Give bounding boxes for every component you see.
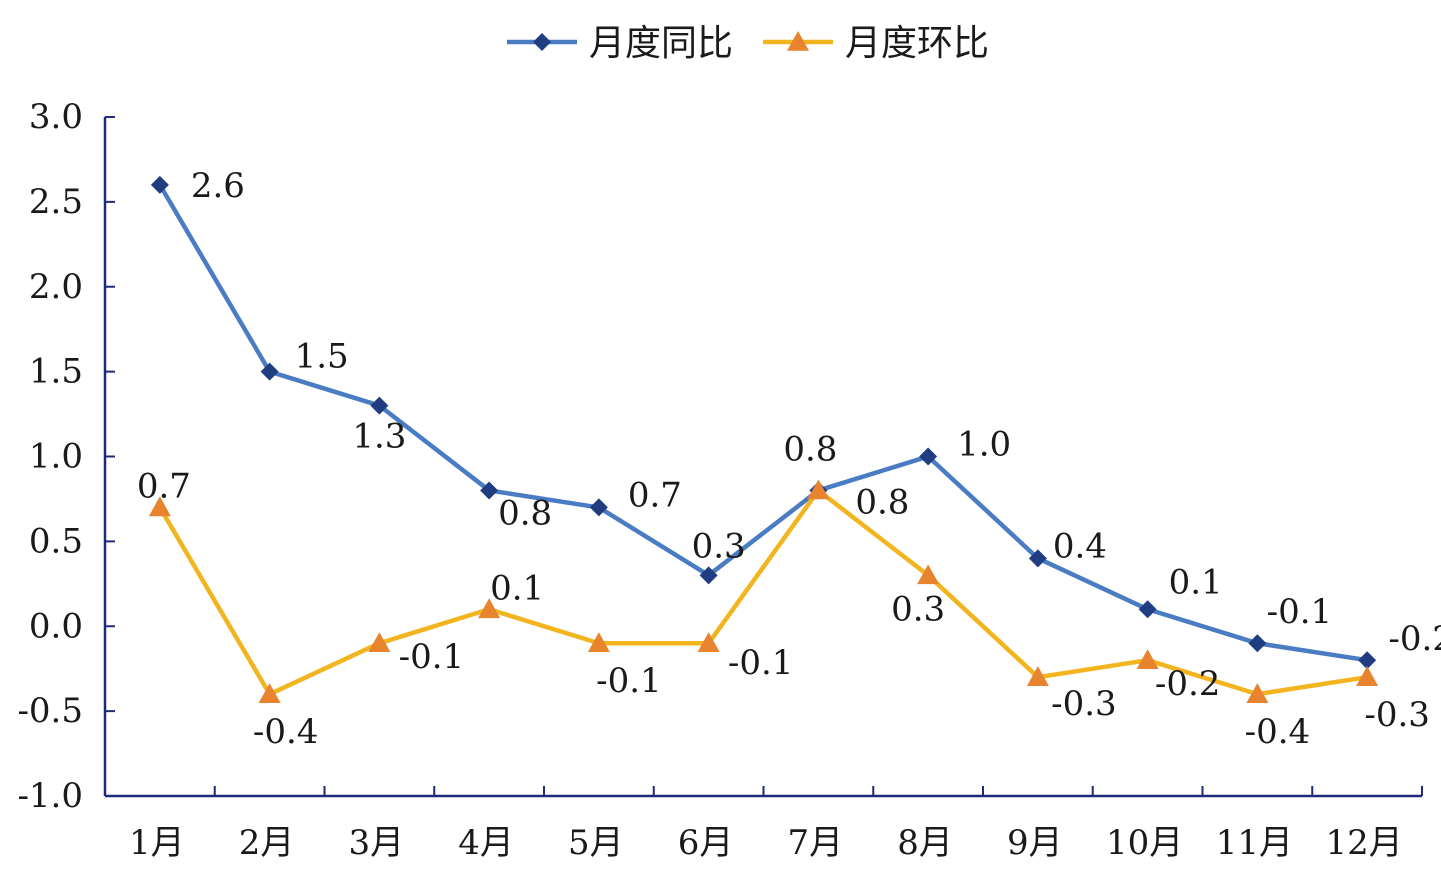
y-tick-label: -1.0 [17,776,83,816]
data-label: -0.1 [1267,592,1333,632]
x-tick-label: 10月 [1106,823,1183,863]
data-label: -0.3 [1364,695,1430,735]
data-point [368,632,391,653]
data-label: 1.0 [957,425,1011,465]
axes: -1.0 -0.5 0.0 0.5 1.0 1.5 2.0 2.5 3.0 1月 2月 3月 4月 5月 6… [17,97,1423,863]
legend-label: 月度同比 [589,23,733,64]
data-label: 2.6 [191,166,245,206]
y-tick-label: 0.0 [29,606,83,646]
data-label: -0.2 [1388,619,1441,659]
x-tick-label: 2月 [239,823,295,863]
data-label: -0.2 [1155,664,1221,704]
x-tick-label: 4月 [458,823,514,863]
y-tick-label: -0.5 [17,691,83,731]
x-tick-label: 6月 [678,823,734,863]
data-label: 0.4 [1053,526,1107,566]
data-label: 0.1 [490,568,544,608]
series-line [157,488,1368,697]
x-tick-label: 5月 [568,823,624,863]
data-point [1246,683,1269,703]
data-label: 0.7 [628,475,682,515]
x-tick-label: 7月 [788,823,844,863]
data-point [587,632,610,653]
y-tick-label: 0.5 [29,521,83,561]
y-tick-label: 1.0 [29,437,83,477]
data-label: 0.3 [891,589,945,629]
data-label: 0.7 [137,466,191,506]
data-point [1028,549,1047,568]
data-point [1248,634,1267,653]
y-tick-label: 2.5 [29,182,83,222]
data-point [917,564,940,585]
data-point [1138,600,1157,619]
data-label: 0.8 [498,493,552,533]
data-point [260,362,279,381]
data-label: -0.1 [728,643,794,683]
x-tick-label: 9月 [1007,823,1063,863]
legend-label: 月度环比 [845,23,989,64]
series-layer [148,175,1379,703]
x-tick-label: 8月 [897,823,953,863]
y-tick-label: 1.5 [29,352,83,392]
x-tick-label: 12月 [1325,823,1402,863]
data-point [370,396,389,415]
data-point [699,566,718,585]
data-label: -0.1 [399,637,465,677]
data-label: -0.3 [1051,684,1117,724]
series-line [157,183,1368,663]
x-tick-label: 3月 [349,823,405,863]
data-label: 0.1 [1169,562,1223,602]
data-point [697,632,720,653]
data-point [1358,651,1377,670]
data-label: 1.5 [295,337,349,377]
data-point [787,31,809,51]
data-point [478,598,501,619]
data-point [1026,666,1049,686]
data-point [258,683,281,703]
legend: 月度同比 月度环比 [507,23,989,64]
data-point [148,496,171,517]
y-tick-label: 2.0 [29,267,83,307]
data-point [919,447,938,466]
data-point [1356,666,1379,686]
data-point [807,479,830,500]
data-label: -0.4 [253,712,319,752]
data-label: 0.8 [855,482,909,522]
data-point [533,33,551,51]
x-tick-label: 1月 [129,823,185,863]
x-tick-label: 11月 [1216,823,1293,863]
data-label: 0.3 [692,526,746,566]
data-point [589,498,608,517]
data-label: -0.1 [596,661,662,701]
data-labels: 2.61.51.30.80.70.30.81.00.40.1-0.1-0.20.… [137,166,1441,752]
data-point [480,481,499,500]
data-label: 0.8 [783,429,837,469]
data-point [1136,649,1159,669]
data-label: 1.3 [352,417,406,457]
data-label: -0.4 [1245,712,1311,752]
y-tick-label: 3.0 [29,97,83,137]
data-point [150,175,169,194]
